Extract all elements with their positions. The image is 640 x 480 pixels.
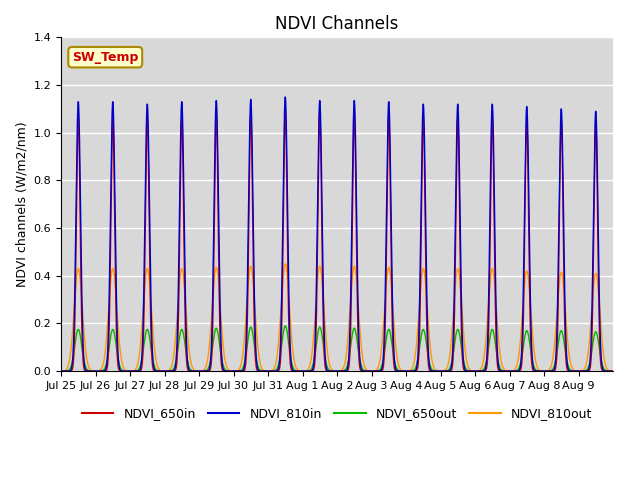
Title: NDVI Channels: NDVI Channels bbox=[275, 15, 399, 33]
Y-axis label: NDVI channels (W/m2/nm): NDVI channels (W/m2/nm) bbox=[15, 121, 28, 287]
Text: SW_Temp: SW_Temp bbox=[72, 51, 138, 64]
Legend: NDVI_650in, NDVI_810in, NDVI_650out, NDVI_810out: NDVI_650in, NDVI_810in, NDVI_650out, NDV… bbox=[77, 402, 597, 425]
